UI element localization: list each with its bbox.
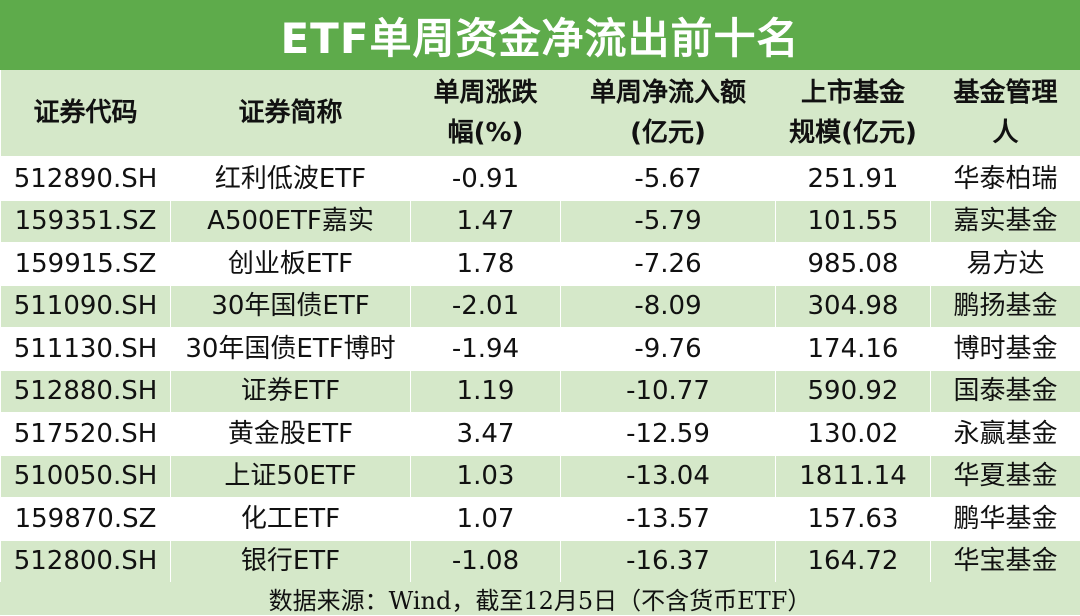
header-weekly-change: 单周涨跌幅(%) — [411, 70, 561, 157]
cell-net-inflow: -16.37 — [561, 540, 776, 583]
cell-manager: 博时基金 — [931, 328, 1080, 371]
cell-code: 512800.SH — [1, 540, 171, 583]
cell-fund-size: 985.08 — [776, 243, 931, 286]
cell-code: 510050.SH — [1, 455, 171, 498]
cell-code: 511130.SH — [1, 328, 171, 371]
cell-fund-size: 1811.14 — [776, 455, 931, 498]
cell-code: 159351.SZ — [1, 200, 171, 243]
cell-name: 创业板ETF — [171, 243, 411, 286]
cell-code: 159870.SZ — [1, 498, 171, 541]
cell-manager: 鹏扬基金 — [931, 285, 1080, 328]
cell-fund-size: 157.63 — [776, 498, 931, 541]
cell-net-inflow: -13.04 — [561, 455, 776, 498]
header-code: 证券代码 — [1, 70, 171, 157]
cell-fund-size: 130.02 — [776, 413, 931, 456]
cell-fund-size: 174.16 — [776, 328, 931, 371]
cell-manager: 华泰柏瑞 — [931, 157, 1080, 200]
cell-weekly-change: -0.91 — [411, 157, 561, 200]
cell-net-inflow: -13.57 — [561, 498, 776, 541]
cell-name: 红利低波ETF — [171, 157, 411, 200]
cell-name: 30年国债ETF博时 — [171, 328, 411, 371]
cell-net-inflow: -5.79 — [561, 200, 776, 243]
cell-net-inflow: -9.76 — [561, 328, 776, 371]
etf-table: 证券代码 证券简称 单周涨跌幅(%) 单周净流入额(亿元) 上市基金规模(亿元)… — [0, 70, 1080, 583]
header-manager: 基金管理人 — [931, 70, 1080, 157]
cell-weekly-change: 1.07 — [411, 498, 561, 541]
cell-name: 化工ETF — [171, 498, 411, 541]
cell-net-inflow: -7.26 — [561, 243, 776, 286]
header-name: 证券简称 — [171, 70, 411, 157]
cell-weekly-change: -1.08 — [411, 540, 561, 583]
page-title: ETF单周资金净流出前十名 — [0, 0, 1080, 70]
cell-code: 517520.SH — [1, 413, 171, 456]
cell-code: 511090.SH — [1, 285, 171, 328]
header-net-inflow: 单周净流入额(亿元) — [561, 70, 776, 157]
cell-name: 上证50ETF — [171, 455, 411, 498]
cell-fund-size: 251.91 — [776, 157, 931, 200]
cell-manager: 华夏基金 — [931, 455, 1080, 498]
table-header-row: 证券代码 证券简称 单周涨跌幅(%) 单周净流入额(亿元) 上市基金规模(亿元)… — [1, 70, 1080, 157]
cell-weekly-change: 1.03 — [411, 455, 561, 498]
cell-fund-size: 304.98 — [776, 285, 931, 328]
cell-fund-size: 101.55 — [776, 200, 931, 243]
cell-manager: 易方达 — [931, 243, 1080, 286]
cell-weekly-change: 1.19 — [411, 370, 561, 413]
cell-net-inflow: -10.77 — [561, 370, 776, 413]
header-fund-size: 上市基金规模(亿元) — [776, 70, 931, 157]
cell-weekly-change: -2.01 — [411, 285, 561, 328]
cell-code: 512890.SH — [1, 157, 171, 200]
cell-name: A500ETF嘉实 — [171, 200, 411, 243]
cell-weekly-change: 3.47 — [411, 413, 561, 456]
cell-name: 黄金股ETF — [171, 413, 411, 456]
cell-weekly-change: 1.47 — [411, 200, 561, 243]
cell-manager: 永赢基金 — [931, 413, 1080, 456]
cell-net-inflow: -12.59 — [561, 413, 776, 456]
cell-manager: 华宝基金 — [931, 540, 1080, 583]
cell-code: 512880.SH — [1, 370, 171, 413]
cell-manager: 国泰基金 — [931, 370, 1080, 413]
cell-name: 银行ETF — [171, 540, 411, 583]
data-source-note: 数据来源：Wind，截至12月5日（不含货币ETF） — [0, 582, 1080, 615]
cell-name: 30年国债ETF — [171, 285, 411, 328]
cell-weekly-change: 1.78 — [411, 243, 561, 286]
cell-manager: 嘉实基金 — [931, 200, 1080, 243]
cell-fund-size: 590.92 — [776, 370, 931, 413]
cell-code: 159915.SZ — [1, 243, 171, 286]
cell-weekly-change: -1.94 — [411, 328, 561, 371]
cell-net-inflow: -5.67 — [561, 157, 776, 200]
cell-net-inflow: -8.09 — [561, 285, 776, 328]
cell-fund-size: 164.72 — [776, 540, 931, 583]
cell-name: 证券ETF — [171, 370, 411, 413]
cell-manager: 鹏华基金 — [931, 498, 1080, 541]
